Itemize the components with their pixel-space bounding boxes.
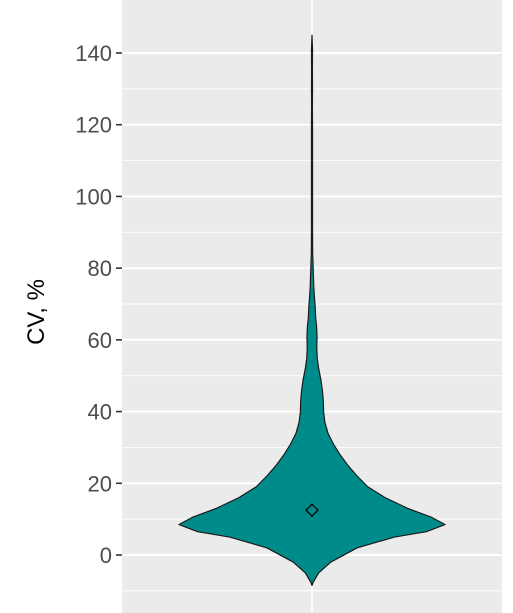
violin-shape [178, 34, 446, 587]
y-tick-label: 20 [88, 471, 112, 496]
y-tick-label: 40 [88, 400, 112, 425]
y-axis-tick-labels: 0 20 40 60 80 100 120 140 [75, 41, 112, 568]
y-tick-label: 60 [88, 328, 112, 353]
y-tick-label: 0 [100, 543, 112, 568]
y-tick-label: 80 [88, 256, 112, 281]
y-tick-label: 100 [75, 184, 112, 209]
y-axis-title: CV, % [23, 279, 50, 345]
y-tick-label: 140 [75, 41, 112, 66]
mean-marker-diamond [305, 503, 319, 518]
y-tick-label: 120 [75, 113, 112, 138]
y-axis-ticks [116, 52, 122, 556]
